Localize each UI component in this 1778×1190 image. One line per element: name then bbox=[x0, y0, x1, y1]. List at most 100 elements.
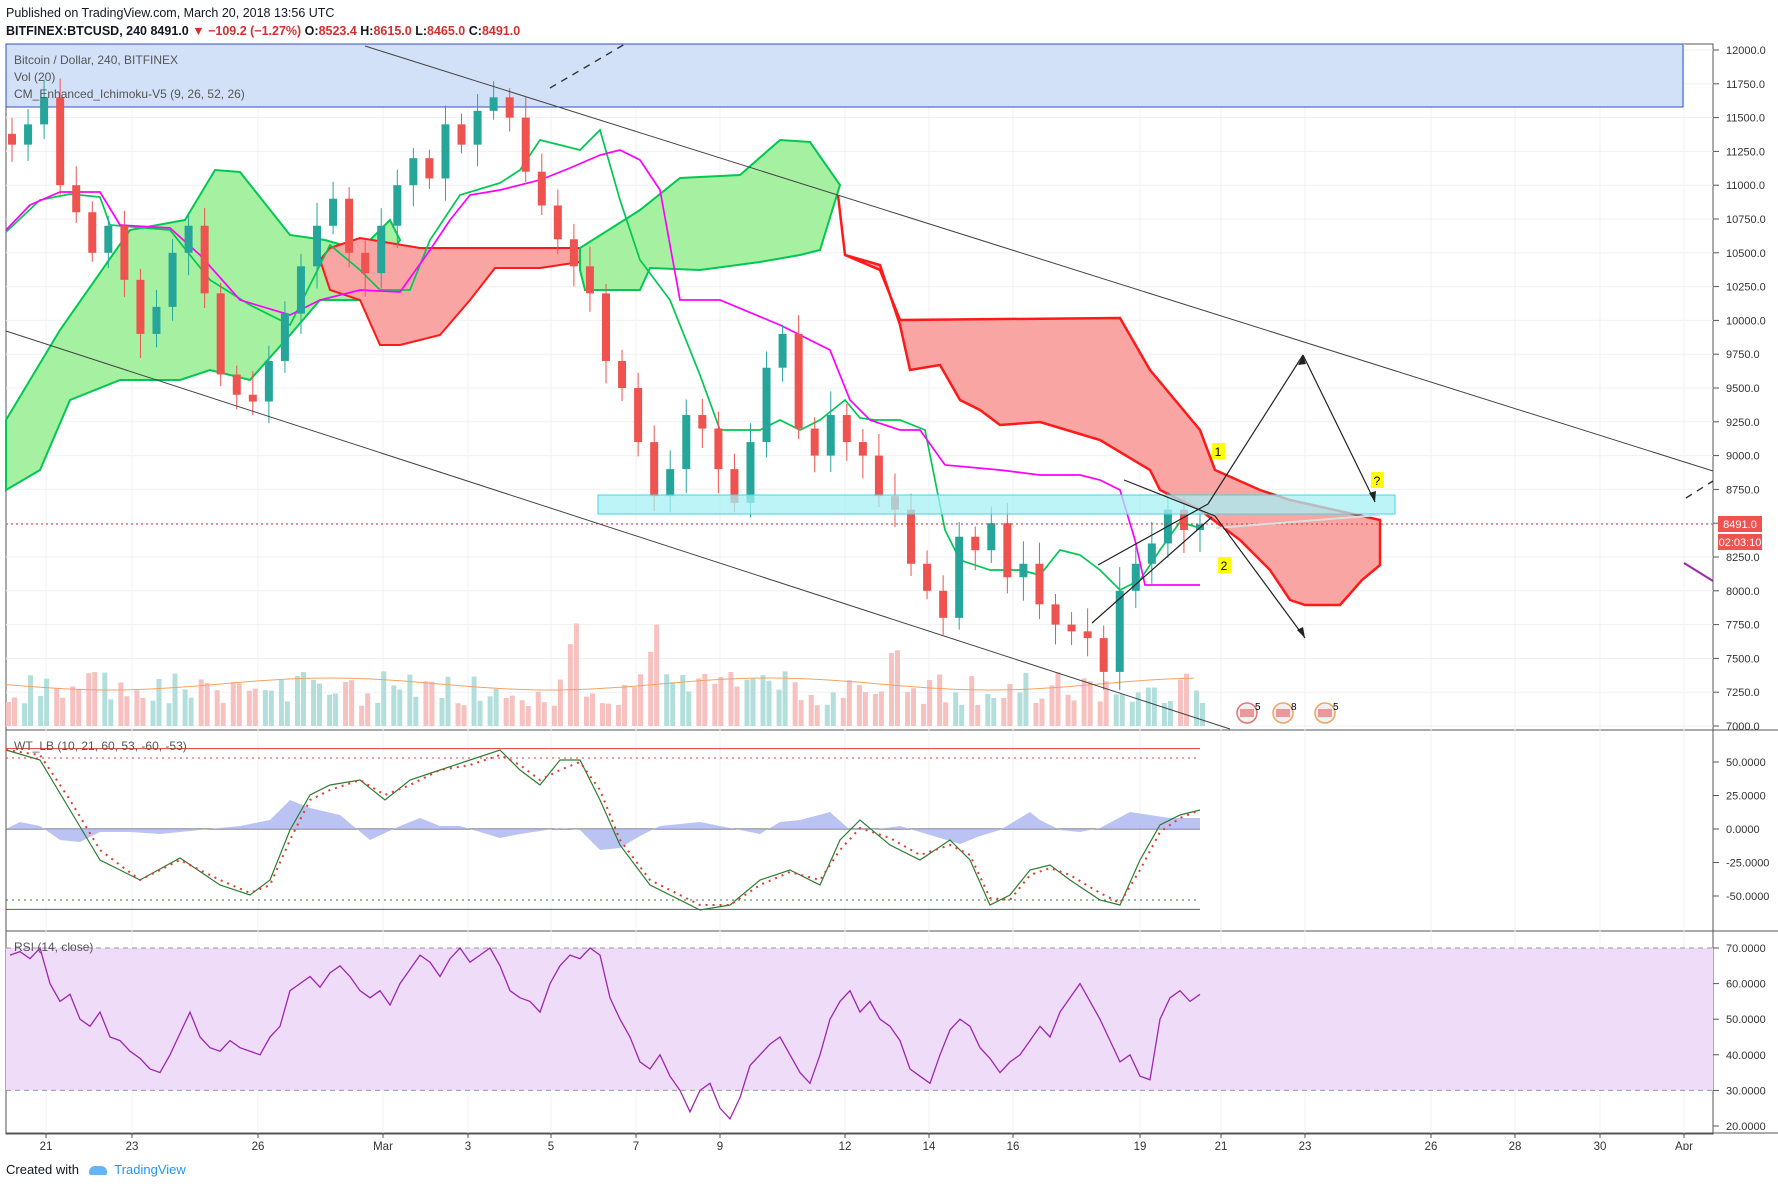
candle-body bbox=[810, 428, 819, 456]
volume-bar bbox=[1017, 692, 1023, 726]
volume-bar bbox=[830, 692, 836, 726]
volume-bar bbox=[840, 697, 846, 726]
volume-bar bbox=[616, 704, 622, 726]
countdown-badge: 02:03:10 bbox=[1718, 534, 1762, 550]
volume-bar bbox=[150, 700, 156, 726]
volume-bar bbox=[728, 671, 734, 726]
candle-body bbox=[650, 442, 659, 497]
volume-bar bbox=[1001, 697, 1007, 726]
annotation-label-2[interactable]: 2 bbox=[1218, 557, 1231, 573]
volume-bar bbox=[134, 690, 140, 726]
volume-bar bbox=[1177, 679, 1183, 726]
last-price-badge: 8491.0 bbox=[1718, 516, 1762, 532]
scenario-arrows[interactable] bbox=[1091, 354, 1376, 639]
close-label: C: bbox=[468, 24, 482, 38]
volume-bar bbox=[894, 650, 900, 726]
volume-bar bbox=[776, 689, 782, 726]
candle-body bbox=[521, 117, 530, 172]
candle-body bbox=[345, 198, 354, 253]
event-flag-icon: 5 bbox=[1236, 702, 1261, 724]
volume-bar bbox=[648, 651, 654, 726]
volume-ma-line bbox=[5, 677, 1195, 691]
chart-header: Published on TradingView.com, March 20, … bbox=[6, 4, 520, 40]
volume-bar bbox=[246, 690, 252, 726]
price-tick-label: 7750.0 bbox=[1726, 620, 1760, 632]
time-tick-label: 21 bbox=[1215, 1141, 1228, 1150]
volume-bar bbox=[792, 682, 798, 726]
annotation-label-question[interactable]: ? bbox=[1371, 472, 1384, 488]
candle-body bbox=[136, 279, 145, 334]
volume-bar bbox=[638, 674, 644, 726]
candle-body bbox=[313, 225, 322, 267]
candle-body bbox=[858, 442, 867, 456]
volume-bar bbox=[327, 694, 333, 726]
wt-axis[interactable]: -50.0000 -25.0000 0.0000 25.0000 50.0000 bbox=[1713, 757, 1769, 903]
chart-canvas[interactable]: 1 2 ? 5 8 5 Bitcoin / Dollar, 240, BITFI… bbox=[0, 0, 1778, 1150]
volume-bar bbox=[702, 673, 708, 726]
svg-text:8: 8 bbox=[1291, 702, 1297, 713]
volume-bar bbox=[654, 624, 660, 726]
event-flag-icon: 8 bbox=[1272, 702, 1297, 724]
volume-bar bbox=[407, 674, 413, 726]
candle-body bbox=[24, 124, 33, 145]
candle-body bbox=[826, 415, 835, 456]
symbol-line: BITFINEX:BTCUSD, 240 8491.0 ▼ −109.2 (−1… bbox=[6, 22, 520, 40]
volume-bar bbox=[284, 701, 290, 726]
candle-body bbox=[682, 415, 691, 470]
volume-bar bbox=[551, 705, 557, 726]
volume-bar bbox=[1167, 701, 1173, 726]
volume-bar bbox=[214, 690, 220, 726]
volume-bar bbox=[365, 693, 371, 726]
event-flag-icon: 5 bbox=[1314, 702, 1339, 724]
rsi-legend: RSI (14, close) bbox=[14, 940, 93, 954]
volume-bar bbox=[943, 702, 949, 726]
event-flags[interactable]: 5 8 5 bbox=[1236, 702, 1339, 724]
candle-body bbox=[955, 536, 964, 618]
candle-body bbox=[505, 97, 514, 118]
rsi-axis[interactable]: 20.0000 30.0000 40.0000 50.0000 60.0000 70.00… bbox=[1713, 943, 1766, 1133]
footer-brand[interactable]: TradingView bbox=[114, 1162, 186, 1177]
annotation-label-1[interactable]: 1 bbox=[1212, 443, 1225, 459]
candle-body bbox=[120, 225, 129, 280]
candle-body bbox=[1147, 543, 1156, 564]
candle-body bbox=[939, 590, 948, 618]
wt-signal-line bbox=[5, 749, 1201, 906]
price-tick-label: 10250.0 bbox=[1726, 282, 1766, 294]
volume-bar bbox=[911, 688, 917, 726]
price-tick-label: 11000.0 bbox=[1726, 180, 1765, 192]
volume-bar bbox=[182, 689, 188, 726]
support-zone[interactable] bbox=[597, 494, 1396, 515]
price-tick-label: 10000.0 bbox=[1726, 315, 1766, 327]
price-tick-label: 12000.0 bbox=[1726, 45, 1766, 57]
volume-bar bbox=[782, 671, 788, 726]
open-label: O: bbox=[304, 24, 319, 38]
wt-tick-label: -25.0000 bbox=[1726, 858, 1769, 870]
candle-body bbox=[264, 360, 273, 402]
volume-bar bbox=[391, 685, 397, 726]
volume-bar bbox=[108, 699, 114, 726]
upper-trendline[interactable] bbox=[364, 45, 1714, 472]
price-axis[interactable]: 7000.07250.07500.07750.08000.08250.08500… bbox=[1713, 45, 1766, 733]
candle-body bbox=[553, 205, 562, 240]
volume-bar bbox=[846, 680, 852, 726]
time-tick-label: Apr bbox=[1675, 1141, 1693, 1150]
candle-body bbox=[200, 225, 209, 294]
price-change: −109.2 (−1.27%) bbox=[208, 24, 302, 38]
rsi-tick-label: 40.0000 bbox=[1726, 1050, 1766, 1062]
high-value: 8615.0 bbox=[373, 24, 412, 38]
resistance-zone[interactable] bbox=[5, 43, 1684, 108]
tradingview-logo-icon[interactable] bbox=[88, 1166, 107, 1176]
candle-body bbox=[746, 442, 755, 503]
candle-body bbox=[1099, 638, 1108, 672]
svg-text:2: 2 bbox=[1221, 559, 1228, 573]
volume-bar bbox=[632, 687, 638, 726]
volume-bar bbox=[872, 693, 878, 726]
volume-bar bbox=[557, 679, 563, 726]
time-axis[interactable]: 21 23 26 Mar 3 5 7 9 12 14 16 19 21 23 26 28 30 Apr bbox=[40, 1133, 1694, 1150]
price-tick-label: 9250.0 bbox=[1726, 417, 1760, 429]
volume-bar bbox=[455, 703, 461, 726]
volume-bar bbox=[76, 688, 82, 726]
volume-bar bbox=[519, 700, 525, 726]
lower-trendline[interactable] bbox=[5, 330, 1231, 730]
time-tick-label: 3 bbox=[465, 1141, 471, 1150]
